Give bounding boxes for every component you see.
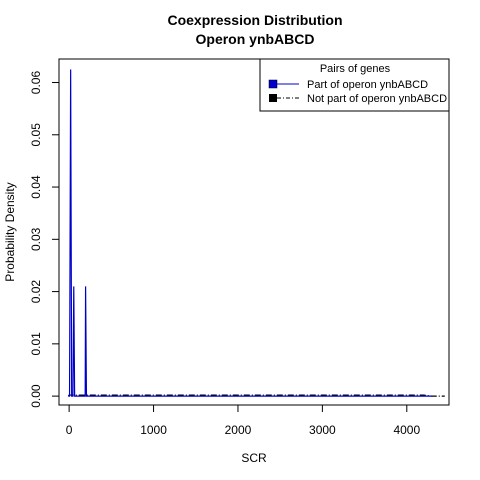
y-tick-label: 0.04	[29, 175, 43, 199]
legend-label-not-part: Not part of operon ynbABCD	[307, 93, 447, 105]
legend: Pairs of genes Part of operon ynbABCD No…	[259, 58, 450, 112]
x-tick-label: 4000	[393, 423, 420, 437]
legend-box	[259, 58, 450, 112]
series-layer	[67, 69, 445, 397]
x-axis: 0 1000 2000 3000 4000	[66, 404, 420, 437]
y-tick-label: 0.02	[29, 280, 43, 304]
legend-swatch-part	[268, 79, 278, 89]
y-axis: 0.00 0.01 0.02 0.03 0.04 0.05 0.06	[29, 71, 60, 408]
x-axis-title: SCR	[241, 451, 267, 465]
legend-swatch-not-part	[269, 94, 277, 102]
series-line-part-of-operon	[68, 69, 433, 397]
y-tick-label: 0.03	[29, 227, 43, 251]
x-tick-label: 3000	[309, 423, 336, 437]
chart-title-line-2: Operon ynbABCD	[196, 31, 315, 47]
y-tick-label: 0.05	[29, 123, 43, 147]
y-tick-label: 0.00	[29, 384, 43, 408]
y-axis-title: Probability Density	[3, 182, 17, 281]
x-tick-label: 0	[66, 423, 73, 437]
x-tick-label: 1000	[140, 423, 167, 437]
legend-label-part: Part of operon ynbABCD	[307, 79, 428, 91]
legend-title: Pairs of genes	[320, 63, 391, 75]
chart-title-line-1: Coexpression Distribution	[167, 12, 342, 28]
y-tick-label: 0.01	[29, 332, 43, 356]
x-tick-label: 2000	[225, 423, 252, 437]
y-tick-label: 0.06	[29, 71, 43, 95]
